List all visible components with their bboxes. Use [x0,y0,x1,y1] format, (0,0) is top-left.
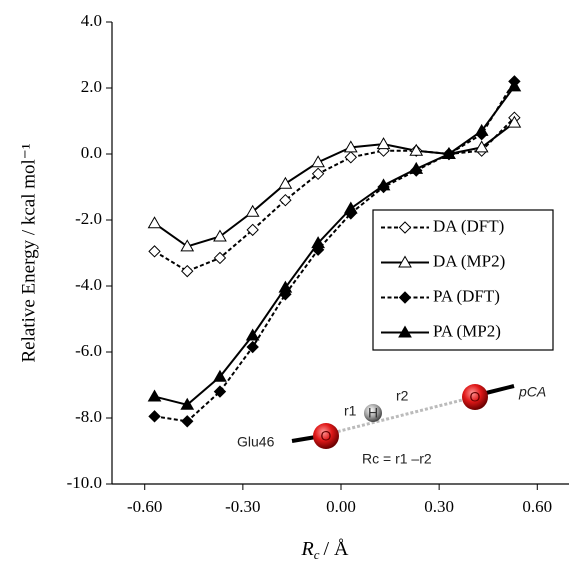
x-label-unit: / Å [324,538,350,560]
series-line [154,80,516,423]
legend-label: DA (DFT) [433,216,504,235]
atom-label: O [470,389,481,405]
marker [507,115,522,128]
marker [245,328,260,341]
series-line [154,116,516,273]
legend-box [372,209,554,351]
hydrogen-atom [364,404,382,422]
marker [213,251,227,265]
marker [213,385,227,398]
marker [180,239,195,252]
marker [398,255,412,268]
marker [442,146,456,159]
oxygen-atom [313,423,339,449]
marker [311,155,325,168]
legend: DA (DFT) DA (MP2) PA (DFT) PA (MP2) [372,209,554,351]
marker [507,79,522,92]
x-tick-label: -0.60 [127,497,162,516]
y-axis-label: Relative Energy / kcal mol⁻¹ [18,143,39,362]
bond [291,435,317,443]
group-label: Glu46 [237,434,275,450]
marker [246,223,259,237]
x-tick-label: 0.60 [522,497,552,516]
marker [279,193,292,207]
marker [344,151,358,164]
legend-label: PA (MP2) [433,321,501,340]
inset: O H O Glu46 r1 r2 pCA Rc = r1 –r2 [237,384,546,467]
atom-label: H [368,405,378,421]
marker [278,280,293,293]
y-tick-label: -8.0 [75,407,102,426]
distance-label: r2 [396,388,409,404]
marker [398,325,412,338]
marker [147,389,162,402]
legend-label: DA (MP2) [433,251,505,270]
marker [376,137,391,150]
marker [311,167,325,181]
x-axis-label: Rc / Å [301,538,350,562]
marker [398,291,412,304]
group-label: pCA [518,384,546,400]
marker [245,204,260,217]
bond [485,384,515,395]
marker [474,140,489,153]
marker [148,245,161,258]
marker [398,221,412,234]
marker [409,143,424,156]
marker [311,236,325,249]
x-label-subscript: c [314,547,320,562]
axes: -10.0 -8.0 -6.0 -4.0 -2.0 0.0 2.0 4.0 -0.60 -0.30… [67,11,569,516]
marker [213,369,227,382]
marker [181,415,194,428]
marker [343,140,358,153]
x-label-symbol: R [301,538,314,560]
series-line [153,121,515,248]
atom-label: O [321,428,332,444]
x-tick-label: 0.30 [424,497,454,516]
marker [213,229,227,242]
y-tick-label: -4.0 [75,275,102,294]
marker [148,410,161,423]
marker [147,216,162,229]
y-tick-label: 0.0 [81,143,102,162]
marker [343,201,358,214]
y-tick-label: -10.0 [67,473,102,492]
marker [181,264,194,278]
marker [409,161,424,174]
equation: Rc = r1 –r2 [362,451,432,467]
distance-label: r1 [344,403,357,419]
y-tick-label: 2.0 [81,77,102,96]
marker [180,397,195,410]
marker [278,176,293,189]
y-tick-label: 4.0 [81,11,102,30]
marker [474,123,489,136]
y-tick-label: -6.0 [75,341,102,360]
oxygen-atom [462,384,488,410]
y-tick-label: -2.0 [75,209,102,228]
marker [376,178,391,191]
x-tick-label: 0.00 [326,497,356,516]
hbond [327,395,475,436]
x-tick-label: -0.30 [225,497,260,516]
marker [246,340,259,354]
legend-label: PA (DFT) [433,286,500,305]
